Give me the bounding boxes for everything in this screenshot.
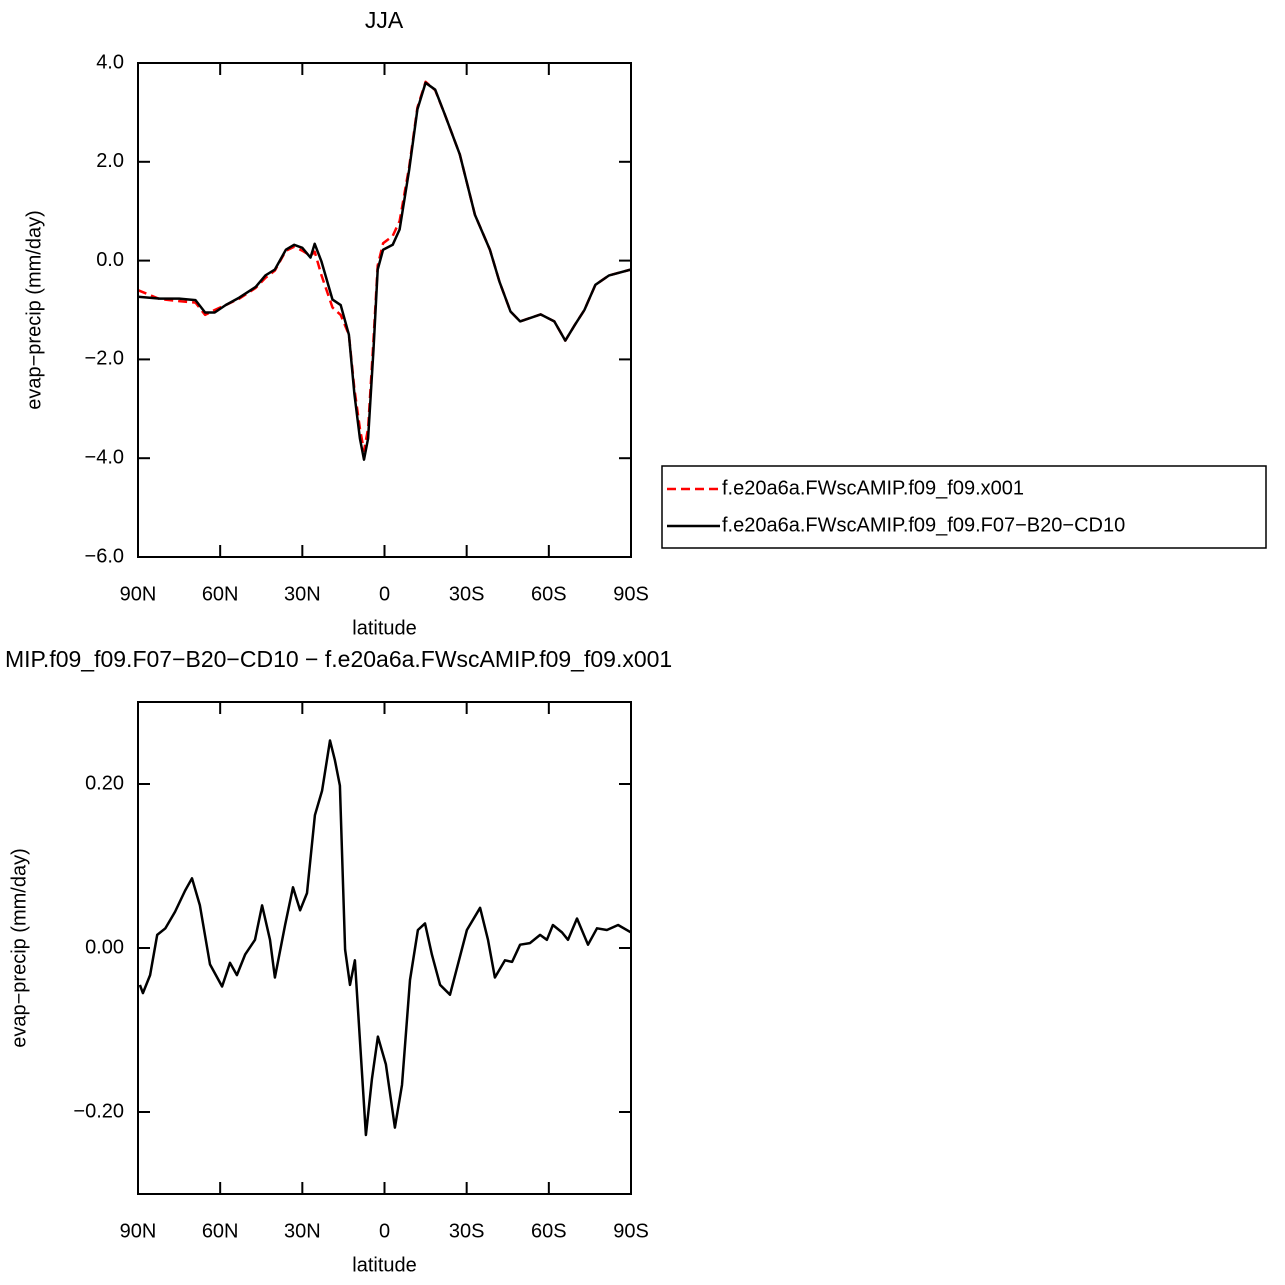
y-tick-label: 0.20 [85, 772, 124, 794]
x-axis-label: latitude [352, 617, 417, 639]
x-tick-label: 90S [613, 1220, 649, 1242]
y-axis-label: evap−precip (mm/day) [23, 210, 45, 410]
x-tick-label: 60N [202, 1220, 239, 1242]
data-line [137, 81, 632, 461]
data-line [137, 80, 632, 453]
x-tick-label: 60S [531, 583, 567, 605]
y-tick-label: −2.0 [85, 348, 124, 370]
y-tick-label: 4.0 [96, 51, 124, 73]
plot-frame [137, 62, 632, 558]
x-tick-label: 60N [202, 583, 239, 605]
y-axis-label: evap−precip (mm/day) [8, 848, 30, 1048]
x-tick-label: 0 [379, 583, 390, 605]
chart-title: MIP.f09_f09.F07−B20−CD10 − f.e20a6a.FWsc… [5, 646, 672, 672]
x-tick-label: 60S [531, 1220, 567, 1242]
data-line [138, 739, 632, 1137]
x-tick-label: 30S [449, 1220, 485, 1242]
y-tick-label: −4.0 [85, 446, 124, 468]
x-tick-label: 30N [284, 583, 321, 605]
y-tick-label: 0.00 [85, 936, 124, 958]
chart-title: JJA [365, 7, 404, 33]
y-tick-label: −0.20 [73, 1100, 124, 1122]
x-tick-label: 90N [120, 583, 157, 605]
x-tick-label: 30N [284, 1220, 321, 1242]
legend-box [661, 465, 1267, 549]
x-tick-label: 0 [379, 1220, 390, 1242]
y-tick-label: 0.0 [96, 249, 124, 271]
x-tick-label: 90N [120, 1220, 157, 1242]
x-axis-label: latitude [352, 1254, 417, 1276]
legend-label: f.e20a6a.FWscAMIP.f09_f09.F07−B20−CD10 [722, 514, 1125, 536]
y-tick-label: 2.0 [96, 150, 124, 172]
x-tick-label: 30S [449, 583, 485, 605]
legend-label: f.e20a6a.FWscAMIP.f09_f09.x001 [722, 477, 1024, 499]
plot-frame [137, 701, 632, 1195]
y-tick-label: −6.0 [85, 545, 124, 567]
x-tick-label: 90S [613, 583, 649, 605]
